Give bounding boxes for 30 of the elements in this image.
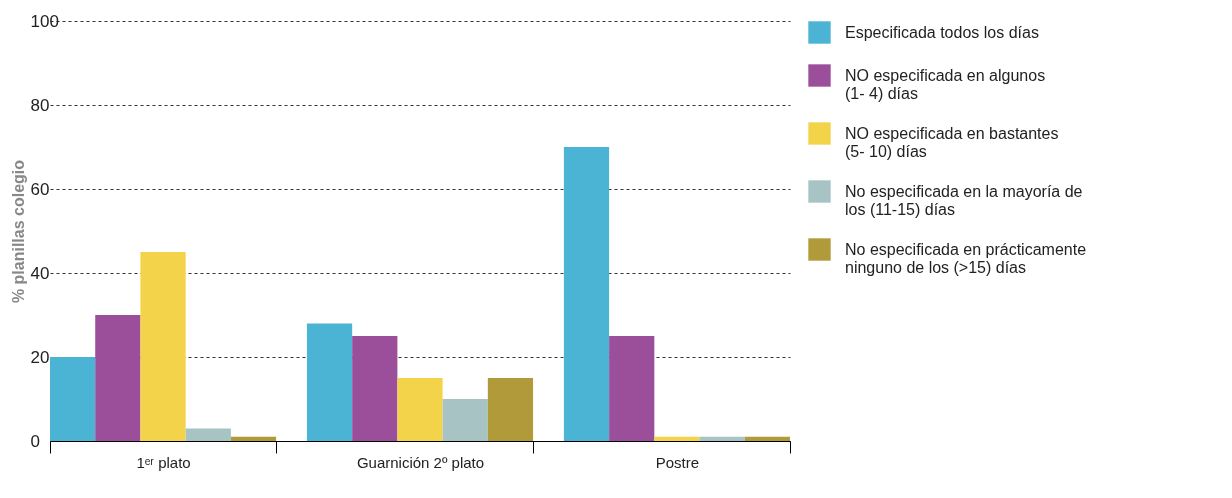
legend-label: No especificada en la mayoría de los (11-15) días [845,182,1083,218]
bar [744,436,790,441]
x-tick-label: Guarnición 2º plato [356,453,485,471]
y-tick-label: 80 [30,95,50,115]
bar [487,378,534,441]
legend-label: NO especificada en algunos (1- 4) días [845,66,1046,102]
bar [397,378,443,441]
legend-label: No especificada en prácticamente ninguno de los (>15) días [845,240,1087,276]
bar [140,252,186,441]
y-tick-label: 60 [30,179,50,199]
bar [306,323,353,441]
y-tick-label: 20 [30,347,50,367]
bar [50,357,96,441]
bar [699,436,745,441]
bar [442,399,488,441]
x-tick-label: Postre [655,453,700,471]
x-tick-label: 1ᵉʳ plato [136,453,191,471]
bar [654,436,700,441]
bar [185,428,231,441]
y-tick-label: 40 [30,263,50,283]
bar [95,315,141,441]
legend-label: NO especificada en bastantes (5- 10) días [845,124,1059,160]
y-tick-label: 0 [30,431,40,451]
y-axis-title: % planillas colegio [9,159,27,304]
bar [352,336,398,441]
legend-label: Especificada todos los días [845,23,1039,41]
y-tick-label: 100 [30,11,59,31]
bar [230,436,277,441]
bar [563,147,610,441]
bar [609,336,655,441]
